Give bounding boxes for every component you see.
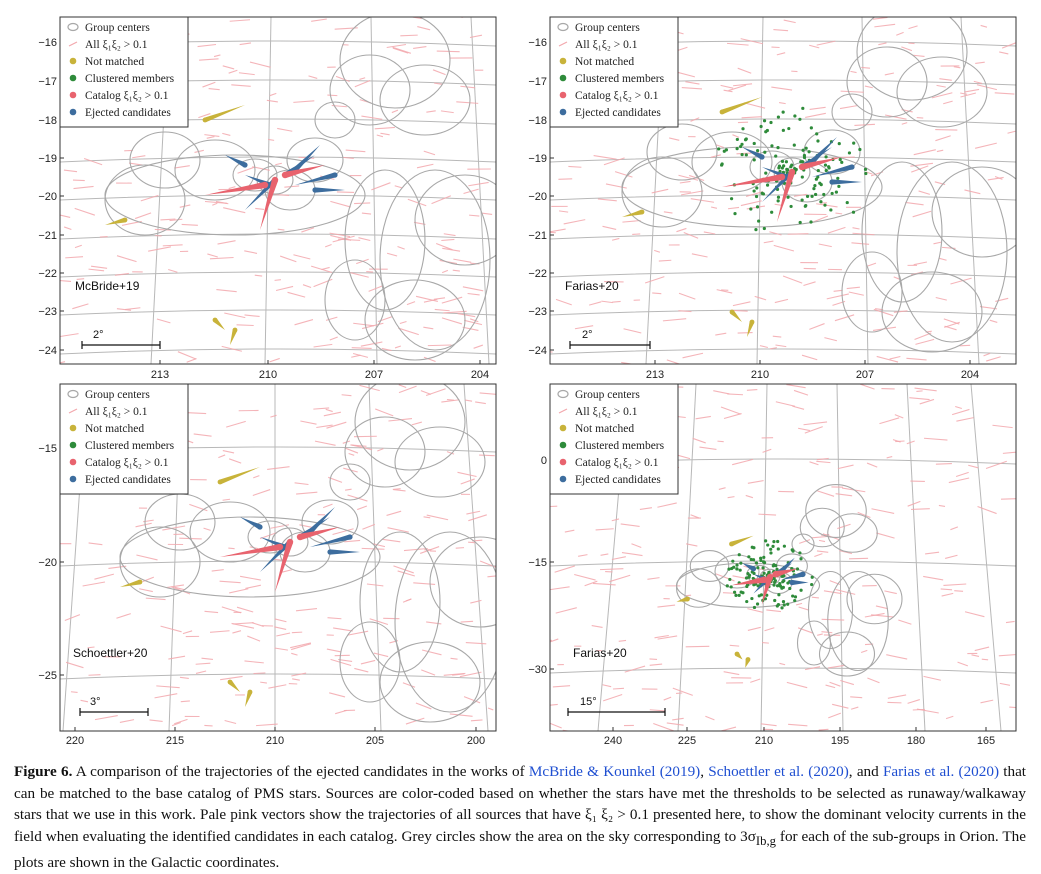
citation-link-schoettler[interactable]: Schoettler et al. (2020): [708, 763, 849, 780]
legend-entry: Clustered members: [85, 440, 175, 452]
caption-subscript: Ib,g: [756, 834, 776, 848]
legend-entry: Ejected candidates: [575, 107, 661, 119]
legend-entry: Catalog ξ₁ξ₂ > 0.1: [85, 90, 169, 102]
legend: Group centers All ξ₁ξ₂ > 0.1 Not matched Cl…: [60, 384, 188, 494]
scale-bar-label: 2°: [93, 329, 104, 341]
legend-entry: All ξ₁ξ₂ > 0.1: [575, 406, 638, 418]
y-tick-label: −15: [38, 443, 57, 455]
legend-entry: Catalog ξ₁ξ₂ > 0.1: [85, 457, 169, 469]
y-tick-label: 0: [541, 455, 547, 467]
citation-link-farias[interactable]: Farias et al. (2020): [883, 763, 999, 780]
y-tick-label: −21: [38, 230, 57, 242]
y-tick-label: −22: [38, 268, 57, 280]
x-tick-label: 200: [467, 735, 485, 747]
panel-schoettler-plot: −15 −20 −25 220 215 210 205 200 Group centers Al…: [0, 382, 520, 754]
y-tick-label: −30: [528, 664, 547, 676]
panel-farias-b-plot: 0 −15 −30 240 225 210 195 180 165 Group centers A…: [520, 382, 1041, 754]
legend-entry: Ejected candidates: [85, 474, 171, 486]
x-tick-label: 207: [365, 369, 383, 381]
caption-label: Figure 6.: [14, 763, 72, 780]
y-tick-label: −18: [38, 115, 57, 127]
legend-entry: Not matched: [85, 56, 144, 68]
x-tick-label: 207: [856, 369, 874, 381]
x-tick-label: 204: [961, 369, 979, 381]
legend-entry: All ξ₁ξ₂ > 0.1: [85, 39, 148, 51]
y-tick-label: −20: [528, 191, 547, 203]
y-tick-label: −17: [528, 76, 547, 88]
legend-entry: Not matched: [575, 56, 634, 68]
y-tick-label: −21: [528, 230, 547, 242]
legend: Group centers All ξ₁ξ₂ > 0.1 Not matched Cl…: [60, 17, 188, 127]
scale-bar: 3°: [80, 696, 148, 716]
x-tick-label: 220: [66, 735, 84, 747]
x-tick-label: 213: [151, 369, 169, 381]
panel-label: Farias+20: [565, 279, 619, 293]
legend-entry: All ξ₁ξ₂ > 0.1: [85, 406, 148, 418]
x-tick-label: 195: [831, 735, 849, 747]
x-tick-label: 204: [471, 369, 489, 381]
y-tick-label: −17: [38, 76, 57, 88]
y-tick-label: −18: [528, 115, 547, 127]
scale-bar-label: 3°: [90, 696, 101, 708]
panel-schoettler: −15 −20 −25 220 215 210 205 200 Group centers Al…: [0, 382, 520, 754]
legend-entry: Group centers: [85, 389, 150, 401]
panel-farias-b: 0 −15 −30 240 225 210 195 180 165 Group centers A…: [520, 382, 1041, 754]
caption-text-3: , and: [849, 763, 883, 780]
y-tick-label: −20: [38, 191, 57, 203]
x-tick-label: 215: [166, 735, 184, 747]
scale-bar: 15°: [568, 696, 665, 716]
y-tick-label: −19: [38, 153, 57, 165]
y-tick-label: −23: [38, 306, 57, 318]
scale-bar-label: 2°: [582, 329, 593, 341]
panel-label: Schoettler+20: [73, 646, 148, 660]
panel-label: Farias+20: [573, 646, 627, 660]
y-tick-label: −15: [528, 557, 547, 569]
caption-text-1: A comparison of the trajectories of the …: [72, 763, 529, 780]
y-tick-label: −25: [38, 670, 57, 682]
legend-entry: Group centers: [575, 22, 640, 34]
x-tick-label: 210: [259, 369, 277, 381]
legend-entry: Catalog ξ₁ξ₂ > 0.1: [575, 90, 659, 102]
legend-entry: Ejected candidates: [575, 474, 661, 486]
y-tick-label: −23: [528, 306, 547, 318]
legend-entry: Clustered members: [85, 73, 175, 85]
legend-entry: Ejected candidates: [85, 107, 171, 119]
y-tick-label: −24: [38, 345, 57, 357]
legend-entry: Not matched: [575, 423, 634, 435]
x-tick-label: 165: [977, 735, 995, 747]
legend-entry: Clustered members: [575, 440, 665, 452]
group-circles-layer: [622, 4, 1032, 352]
x-tick-label: 205: [366, 735, 384, 747]
scale-bar-label: 15°: [580, 696, 597, 708]
y-tick-label: −22: [528, 268, 547, 280]
legend-entry: Catalog ξ₁ξ₂ > 0.1: [575, 457, 659, 469]
y-tick-label: −19: [528, 153, 547, 165]
scale-bar: 2°: [82, 329, 160, 349]
x-tick-label: 213: [646, 369, 664, 381]
x-tick-label: 180: [907, 735, 925, 747]
x-tick-label: 225: [678, 735, 696, 747]
x-tick-label: 240: [604, 735, 622, 747]
legend: Group centers All ξ₁ξ₂ > 0.1 Not matched Cl…: [550, 17, 678, 127]
y-tick-label: −20: [38, 557, 57, 569]
legend-entry: Group centers: [575, 389, 640, 401]
x-tick-label: 210: [751, 369, 769, 381]
legend-entry: Group centers: [85, 22, 150, 34]
y-tick-label: −16: [528, 37, 547, 49]
x-tick-label: 210: [755, 735, 773, 747]
y-tick-label: −16: [38, 37, 57, 49]
legend-entry: Not matched: [85, 423, 144, 435]
y-tick-label: −24: [528, 345, 547, 357]
legend-entry: Clustered members: [575, 73, 665, 85]
figure-caption: Figure 6. A comparison of the trajectori…: [14, 761, 1026, 874]
legend-entry: All ξ₁ξ₂ > 0.1: [575, 39, 638, 51]
legend: Group centers All ξ₁ξ₂ > 0.1 Not matched Cl…: [550, 384, 678, 494]
citation-link-mcbride[interactable]: McBride & Kounkel (2019): [529, 763, 700, 780]
x-tick-label: 210: [266, 735, 284, 747]
panel-label: McBride+19: [75, 279, 140, 293]
